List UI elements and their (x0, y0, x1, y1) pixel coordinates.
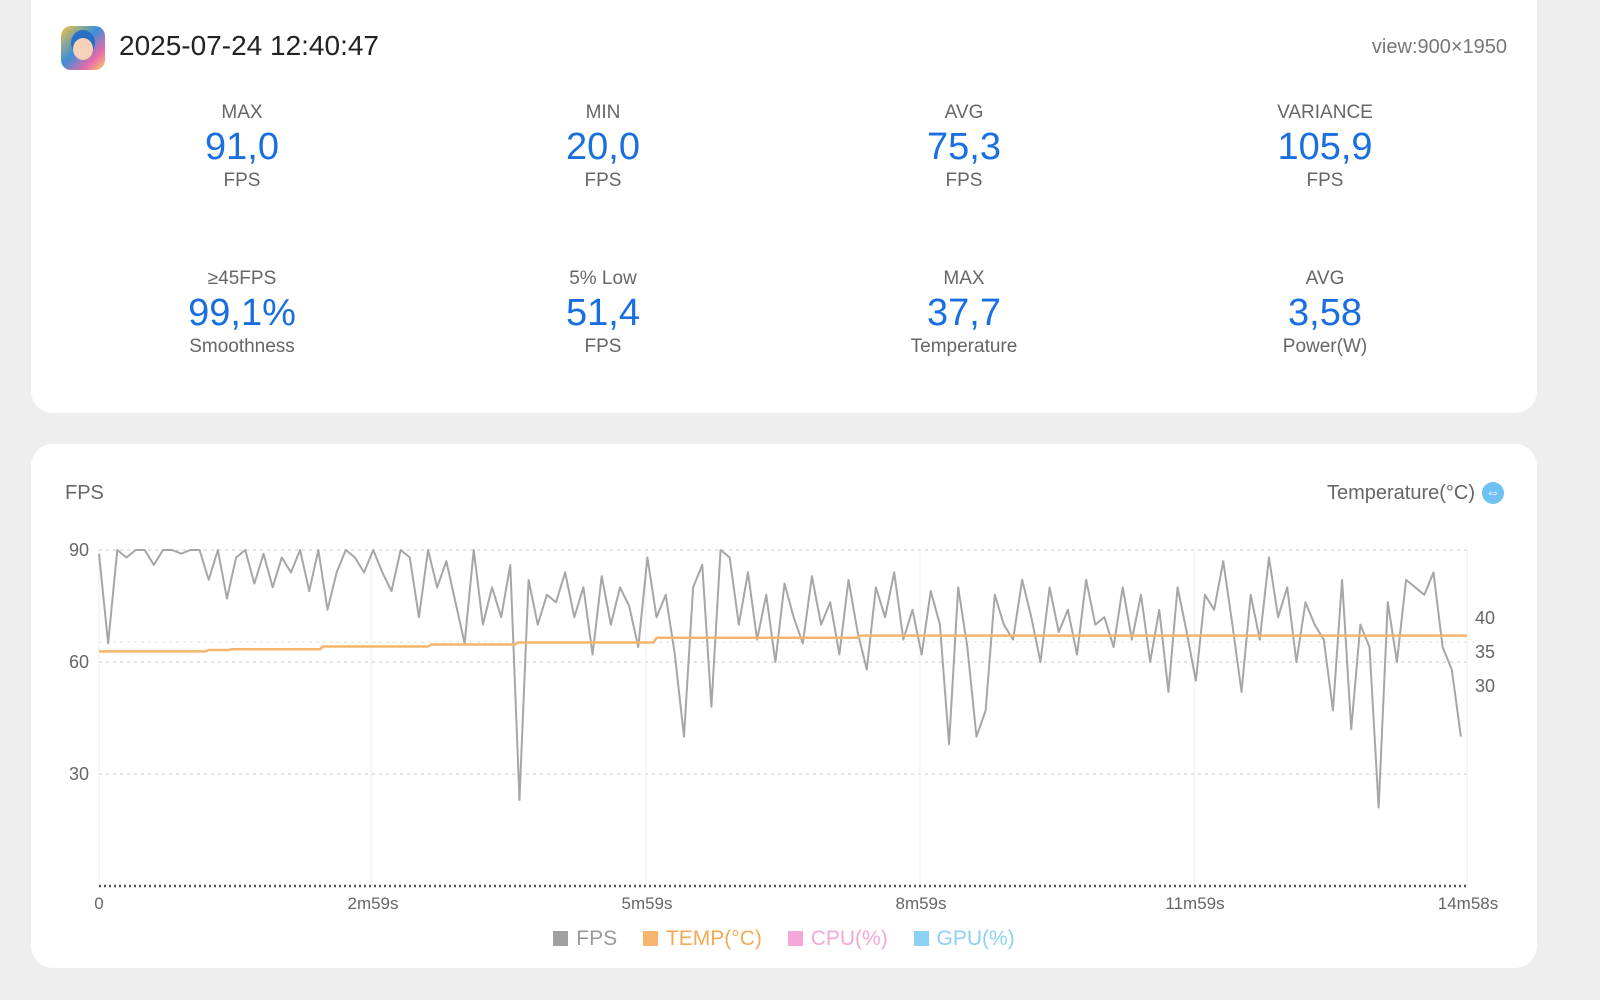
legend-fps[interactable]: FPS (553, 927, 617, 950)
session-timestamp: 2025-07-24 12:40:47 (119, 30, 379, 61)
y-tick: 30 (69, 764, 90, 784)
fps-temperature-chart (98, 549, 1468, 888)
y-tick: 60 (69, 652, 90, 672)
stat-unit: FPS (584, 170, 622, 191)
stat-value: 20,0 (566, 126, 640, 168)
legend-temp[interactable]: TEMP(°C) (642, 927, 762, 950)
stat-2: AVG 75,3 FPS (814, 102, 1114, 192)
temperature-series-line (99, 634, 1467, 653)
stat-4: ≥45FPS 99,1% Smoothness (92, 268, 392, 358)
chart-card: FPS Temperature(°C) ⇔ 90 60 30 40 35 30 … (31, 444, 1537, 968)
stat-unit: Smoothness (189, 336, 295, 357)
x-tick: 0 (94, 894, 104, 913)
fps-series-line (98, 549, 1462, 809)
stat-label: MAX (221, 102, 263, 123)
x-tick: 2m59s (347, 894, 399, 913)
x-tick: 5m59s (621, 894, 673, 913)
y2-tick: 35 (1475, 642, 1496, 662)
stat-unit: FPS (584, 336, 622, 357)
chart-legend: FPS TEMP(°C) CPU(%) GPU(%) (31, 927, 1537, 951)
view-resolution: view:900×1950 (1371, 36, 1507, 58)
stat-1: MIN 20,0 FPS (453, 102, 753, 192)
stat-3: VARIANCE 105,9 FPS (1175, 102, 1475, 192)
stat-label: AVG (1305, 268, 1345, 289)
stat-label: VARIANCE (1277, 102, 1373, 123)
stat-value: 51,4 (566, 292, 640, 334)
y2-tick: 30 (1475, 676, 1496, 696)
stat-label: MIN (585, 102, 621, 123)
stat-label: 5% Low (569, 268, 637, 289)
game-app-icon (61, 26, 105, 70)
stat-value: 37,7 (927, 292, 1001, 334)
y-tick: 90 (69, 540, 90, 560)
stat-7: AVG 3,58 Power(W) (1175, 268, 1475, 358)
fps-axis-title: FPS (65, 482, 104, 504)
stat-value: 3,58 (1288, 292, 1362, 334)
legend-gpu[interactable]: GPU(%) (913, 927, 1015, 950)
temperature-axis-title[interactable]: Temperature(°C) (1326, 482, 1475, 504)
x-tick: 8m59s (895, 894, 947, 913)
stat-0: MAX 91,0 FPS (92, 102, 392, 192)
y2-tick: 40 (1475, 608, 1496, 628)
x-tick: 14m58s (1437, 894, 1499, 913)
switch-metric-icon[interactable]: ⇔ (1482, 482, 1504, 504)
stat-value: 75,3 (927, 126, 1001, 168)
stat-unit: FPS (1306, 170, 1344, 191)
x-tick: 11m59s (1165, 894, 1225, 913)
stat-6: MAX 37,7 Temperature (814, 268, 1114, 358)
stat-value: 105,9 (1277, 126, 1373, 168)
stat-label: MAX (943, 268, 985, 289)
stat-label: AVG (944, 102, 984, 123)
stat-unit: FPS (945, 170, 983, 191)
stat-value: 91,0 (205, 126, 279, 168)
stat-unit: Power(W) (1282, 336, 1368, 357)
stat-value: 99,1% (188, 292, 296, 334)
stat-label: ≥45FPS (207, 268, 277, 289)
summary-card: 2025-07-24 12:40:47 view:900×1950 MAX 91,… (31, 0, 1537, 413)
stat-unit: FPS (223, 170, 261, 191)
stat-5: 5% Low 51,4 FPS (453, 268, 753, 358)
stat-unit: Temperature (910, 336, 1018, 357)
legend-cpu[interactable]: CPU(%) (787, 927, 888, 950)
